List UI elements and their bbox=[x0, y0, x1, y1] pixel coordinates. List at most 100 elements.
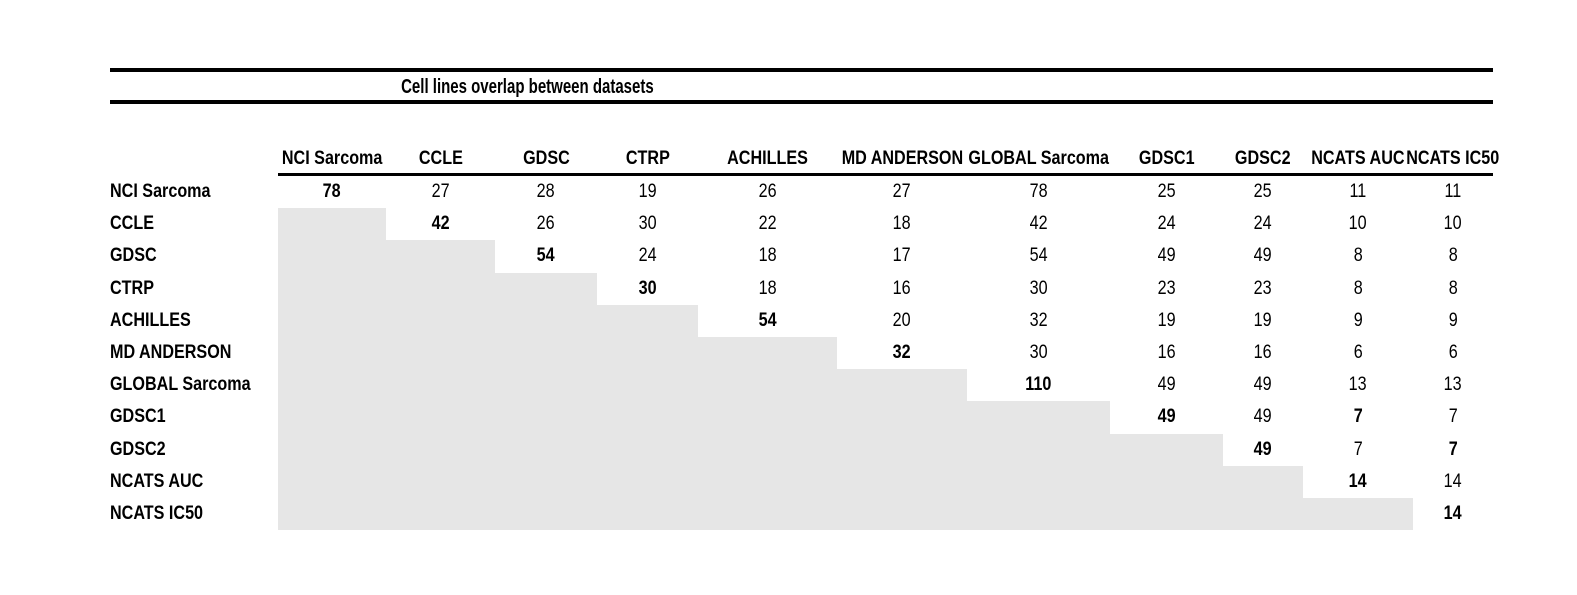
overlap-cell: 11 bbox=[1413, 176, 1493, 208]
overlap-value: 11 bbox=[1444, 181, 1462, 203]
row-label-text: NCATS AUC bbox=[110, 470, 204, 492]
overlap-cell: 30 bbox=[597, 208, 698, 240]
column-header: ACHILLES bbox=[698, 142, 837, 173]
overlap-value: 49 bbox=[1254, 245, 1272, 267]
row-label: GDSC bbox=[110, 240, 278, 272]
shaded-cell bbox=[967, 401, 1110, 434]
overlap-value: 6 bbox=[1353, 342, 1363, 364]
shaded-cell bbox=[278, 497, 386, 531]
overlap-cell: 17 bbox=[837, 240, 967, 272]
column-header: NCATS IC50 bbox=[1406, 142, 1499, 173]
column-header: NCI Sarcoma bbox=[278, 142, 386, 173]
overlap-cell: 27 bbox=[837, 176, 967, 208]
overlap-value: 24 bbox=[638, 245, 657, 267]
overlap-cell: 25 bbox=[1110, 176, 1223, 208]
overlap-table: NCI Sarcoma CCLE GDSC CTRP ACHILLES MD ANDERS… bbox=[110, 142, 1500, 531]
overlap-cell: 13 bbox=[1303, 369, 1413, 401]
row-label-text: ACHILLES bbox=[110, 309, 191, 331]
overlap-value: 54 bbox=[537, 245, 555, 267]
overlap-value: 32 bbox=[893, 342, 911, 364]
shaded-cell bbox=[386, 497, 495, 531]
overlap-cell: 49 bbox=[1110, 240, 1223, 272]
row-label-text: GDSC1 bbox=[110, 406, 166, 428]
overlap-cell: 20 bbox=[837, 305, 967, 337]
overlap-value: 42 bbox=[1029, 213, 1048, 235]
overlap-cell: 32 bbox=[837, 337, 967, 369]
shaded-cell bbox=[698, 369, 837, 402]
shaded-cell bbox=[597, 304, 698, 337]
row-label-text: CTRP bbox=[110, 277, 154, 299]
row-label-text: MD ANDERSON bbox=[110, 342, 232, 364]
overlap-value: 30 bbox=[638, 213, 657, 235]
overlap-value: 8 bbox=[1353, 245, 1363, 267]
overlap-cell: 32 bbox=[967, 305, 1110, 337]
overlap-cell: 7 bbox=[1303, 401, 1413, 433]
overlap-value: 8 bbox=[1448, 245, 1458, 267]
overlap-value: 28 bbox=[537, 181, 555, 203]
row-label-text: NCI Sarcoma bbox=[110, 181, 211, 203]
shaded-cell bbox=[837, 497, 967, 531]
overlap-value: 7 bbox=[1448, 438, 1458, 460]
row-label-text: NCATS IC50 bbox=[110, 502, 204, 524]
column-header-text: ACHILLES bbox=[727, 148, 808, 169]
shaded-cell bbox=[278, 272, 386, 305]
shaded-cell bbox=[967, 433, 1110, 466]
overlap-cell: 19 bbox=[597, 176, 698, 208]
shaded-cell bbox=[597, 336, 698, 370]
overlap-cell: 18 bbox=[837, 208, 967, 240]
overlap-cell: 19 bbox=[1223, 305, 1303, 337]
shaded-cell bbox=[278, 304, 386, 337]
overlap-value: 54 bbox=[1029, 245, 1048, 267]
column-header-text: CCLE bbox=[418, 148, 463, 169]
shaded-cell bbox=[698, 401, 837, 434]
column-header: GDSC2 bbox=[1223, 142, 1303, 173]
overlap-cell: 16 bbox=[1110, 337, 1223, 369]
overlap-value: 16 bbox=[1254, 342, 1272, 364]
overlap-value: 49 bbox=[1254, 374, 1272, 396]
overlap-cell: 7 bbox=[1413, 401, 1493, 433]
overlap-value: 18 bbox=[758, 245, 777, 267]
overlap-cell: 9 bbox=[1303, 305, 1413, 337]
overlap-cell: 30 bbox=[967, 273, 1110, 305]
shaded-cell bbox=[495, 401, 597, 434]
overlap-value: 9 bbox=[1448, 309, 1458, 331]
overlap-value: 13 bbox=[1444, 374, 1462, 396]
shaded-cell bbox=[278, 240, 386, 273]
overlap-value: 14 bbox=[1444, 470, 1462, 492]
shaded-cell bbox=[837, 433, 967, 466]
overlap-cell: 23 bbox=[1110, 273, 1223, 305]
overlap-cell: 14 bbox=[1413, 498, 1493, 530]
column-header-text: GDSC2 bbox=[1235, 148, 1291, 169]
overlap-cell: 16 bbox=[1223, 337, 1303, 369]
overlap-cell: 18 bbox=[698, 240, 837, 272]
header-gap bbox=[110, 104, 1493, 142]
shaded-cell bbox=[597, 497, 698, 531]
column-header: GLOBAL Sarcoma bbox=[967, 142, 1110, 173]
row-label: CCLE bbox=[110, 208, 278, 240]
overlap-cell: 54 bbox=[495, 240, 597, 272]
shaded-cell bbox=[495, 497, 597, 531]
overlap-cell: 8 bbox=[1413, 273, 1493, 305]
overlap-cell: 8 bbox=[1303, 240, 1413, 272]
overlap-value: 7 bbox=[1353, 438, 1363, 460]
shaded-cell bbox=[597, 401, 698, 434]
column-header-text: GDSC1 bbox=[1138, 148, 1195, 169]
overlap-cell: 78 bbox=[967, 176, 1110, 208]
shaded-cell bbox=[837, 369, 967, 402]
overlap-cell: 18 bbox=[698, 273, 837, 305]
overlap-cell: 78 bbox=[278, 176, 386, 208]
overlap-cell: 11 bbox=[1303, 176, 1413, 208]
overlap-value: 30 bbox=[1029, 342, 1048, 364]
overlap-cell: 30 bbox=[967, 337, 1110, 369]
overlap-cell: 110 bbox=[967, 369, 1110, 401]
overlap-cell: 49 bbox=[1110, 401, 1223, 433]
column-header: GDSC1 bbox=[1110, 142, 1223, 173]
shaded-cell bbox=[386, 304, 495, 337]
shaded-cell bbox=[278, 369, 386, 402]
shaded-cell bbox=[386, 336, 495, 370]
overlap-cell: 14 bbox=[1413, 466, 1493, 498]
overlap-value: 22 bbox=[758, 213, 777, 235]
overlap-value: 7 bbox=[1448, 406, 1458, 428]
overlap-value: 26 bbox=[537, 213, 555, 235]
overlap-cell: 16 bbox=[837, 273, 967, 305]
